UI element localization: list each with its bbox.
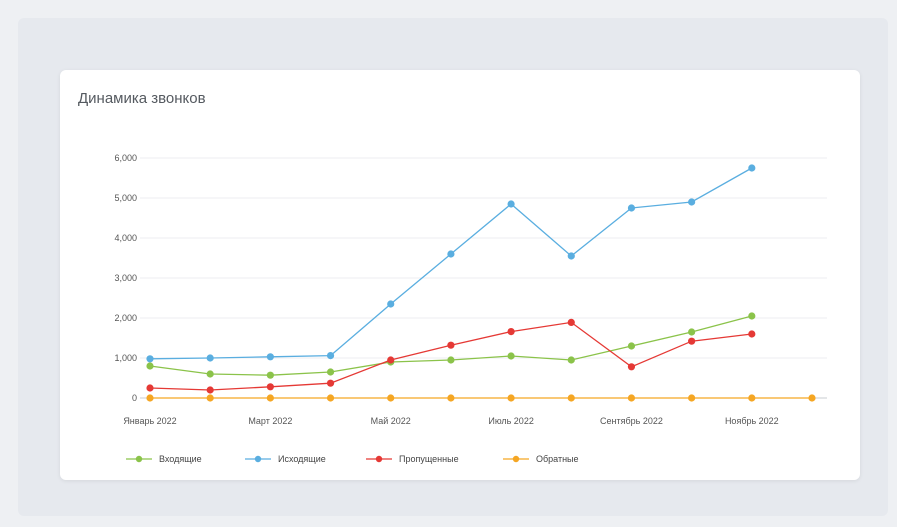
data-point <box>206 386 214 394</box>
legend-swatch-marker <box>135 455 143 463</box>
data-point <box>326 394 335 402</box>
data-point <box>688 328 696 336</box>
data-point <box>627 204 636 212</box>
legend-label: Входящие <box>159 454 202 464</box>
data-point <box>567 252 575 260</box>
data-point <box>146 394 154 402</box>
legend-swatch-marker <box>254 455 262 463</box>
data-point <box>567 394 575 402</box>
data-point <box>507 200 515 208</box>
data-point <box>326 352 335 360</box>
data-point <box>387 394 395 402</box>
data-point <box>748 330 756 338</box>
data-point <box>627 394 636 402</box>
legend-swatch-marker <box>375 455 383 463</box>
y-tick-label: 6,000 <box>114 153 137 163</box>
legend-label: Исходящие <box>278 454 326 464</box>
data-point <box>266 371 274 379</box>
chart-card <box>60 70 860 480</box>
data-point <box>387 300 395 308</box>
data-point <box>206 354 214 362</box>
data-point <box>567 356 575 364</box>
legend-swatch-marker <box>512 455 520 463</box>
data-point <box>447 250 455 258</box>
y-tick-label: 3,000 <box>114 273 137 283</box>
series-line <box>149 167 753 360</box>
chart-title: Динамика звонков <box>78 90 206 107</box>
x-tick-label: Январь 2022 <box>123 416 176 426</box>
y-tick-label: 2,000 <box>114 313 137 323</box>
data-point <box>447 394 455 402</box>
y-tick-label: 1,000 <box>114 353 137 363</box>
x-tick-label: Май 2022 <box>371 416 411 426</box>
y-tick-label: 4,000 <box>114 233 137 243</box>
data-point <box>808 394 816 402</box>
x-tick-label: Сентябрь 2022 <box>600 416 663 426</box>
legend-label: Обратные <box>536 454 579 464</box>
x-tick-label: Ноябрь 2022 <box>725 416 779 426</box>
data-point <box>627 342 636 350</box>
x-tick-label: Июль 2022 <box>488 416 533 426</box>
data-point <box>447 341 455 349</box>
data-point <box>326 368 335 376</box>
data-point <box>748 312 756 320</box>
data-point <box>146 384 154 392</box>
data-point <box>748 164 756 172</box>
data-point <box>206 370 214 378</box>
legend-label: Пропущенные <box>399 454 459 464</box>
series-line <box>149 321 752 391</box>
data-point <box>507 352 515 360</box>
data-point <box>507 328 515 336</box>
y-tick-label: 5,000 <box>114 193 137 203</box>
data-point <box>266 353 274 361</box>
data-point <box>146 355 154 363</box>
data-point <box>447 356 455 364</box>
data-point <box>387 356 395 364</box>
data-point <box>748 394 756 402</box>
data-point <box>146 362 154 370</box>
data-point <box>688 198 696 206</box>
data-point <box>206 394 214 402</box>
data-point <box>507 394 515 402</box>
data-point <box>688 337 696 345</box>
data-point <box>326 379 335 387</box>
data-point <box>688 394 696 402</box>
data-point <box>567 318 575 326</box>
y-tick-label: 0 <box>132 393 137 403</box>
data-point <box>627 363 636 371</box>
data-point <box>266 383 274 391</box>
x-tick-label: Март 2022 <box>248 416 292 426</box>
data-point <box>266 394 274 402</box>
